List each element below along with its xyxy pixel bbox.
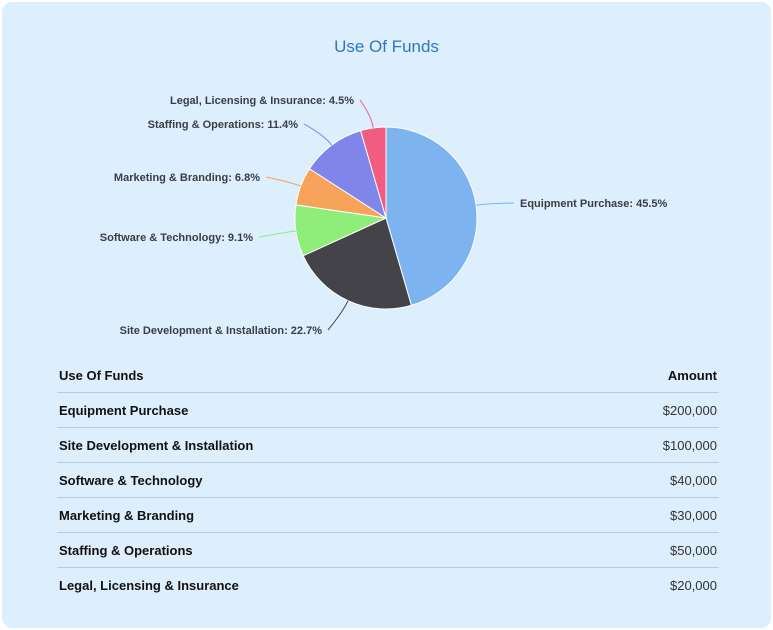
table-row: Site Development & Installation $100,000 <box>57 427 719 463</box>
row-amount: $30,000 <box>568 497 719 533</box>
connector-line <box>303 123 332 146</box>
data-label: Site Development & Installation: 22.7% <box>120 325 323 337</box>
data-label: Legal, Licensing & Insurance: 4.5% <box>170 95 354 107</box>
row-name: Site Development & Installation <box>57 427 569 463</box>
table-row: Marketing & Branding $30,000 <box>57 497 719 533</box>
row-name: Marketing & Branding <box>57 497 569 533</box>
connector-line <box>258 230 296 238</box>
pie-slice-equipment-purchase[interactable] <box>385 126 478 307</box>
data-label: Marketing & Branding: 6.8% <box>114 172 260 184</box>
column-header-use-of-funds: Use Of Funds <box>59 367 144 383</box>
row-amount: $40,000 <box>568 462 719 498</box>
row-amount: $200,000 <box>568 392 719 428</box>
table-row: Legal, Licensing & Insurance $20,000 <box>57 567 719 602</box>
connector-line <box>359 99 374 128</box>
connector-line <box>476 202 515 206</box>
table-header-row: Use Of Funds Amount <box>57 358 719 393</box>
row-name: Equipment Purchase <box>57 392 569 428</box>
column-header-amount: Amount <box>667 367 717 383</box>
row-amount: $20,000 <box>568 567 719 602</box>
chart-title: Use Of Funds <box>334 37 439 56</box>
connector-line <box>327 300 349 331</box>
table-row: Software & Technology $40,000 <box>57 462 719 498</box>
row-name: Legal, Licensing & Insurance <box>57 567 569 602</box>
pie-slice-site-development-installation[interactable] <box>302 217 413 310</box>
data-label: Staffing & Operations: 11.4% <box>148 119 299 131</box>
table-row: Equipment Purchase $200,000 <box>57 392 719 428</box>
data-label: Software & Technology: 9.1% <box>100 232 253 244</box>
row-name: Staffing & Operations <box>57 532 569 568</box>
table-row: Staffing & Operations $50,000 <box>57 532 719 568</box>
funds-table: Use Of Funds Amount Equipment Purchase $… <box>57 358 719 602</box>
data-label: Equipment Purchase: 45.5% <box>520 198 668 210</box>
row-amount: $100,000 <box>568 427 719 463</box>
row-amount: $50,000 <box>568 532 719 568</box>
row-name: Software & Technology <box>57 462 569 498</box>
connector-line <box>265 176 301 187</box>
pie-chart: Equipment Purchase: 45.5% Site Developmen… <box>100 95 668 337</box>
